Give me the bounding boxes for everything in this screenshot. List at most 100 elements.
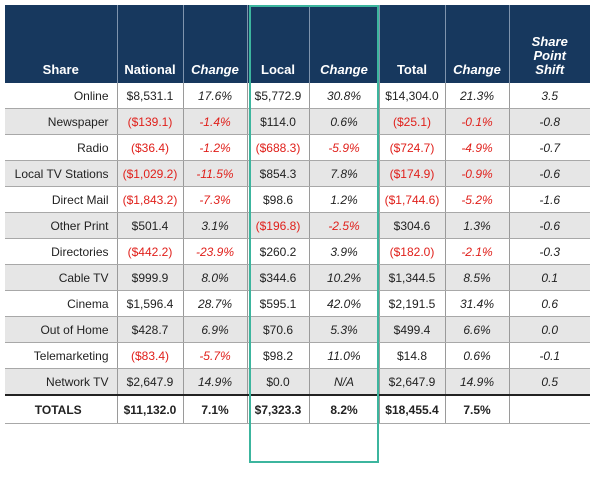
header-national: National xyxy=(117,5,184,83)
total-change: 1.3% xyxy=(445,212,510,239)
local-change: 10.2% xyxy=(309,264,380,291)
share-point-shift: 0.5 xyxy=(509,368,590,396)
table-body: Online $8,531.1 17.6% $5,772.9 30.8% $14,304.… xyxy=(5,83,590,424)
local-change: N/A xyxy=(309,368,380,396)
national-change: 6.9% xyxy=(183,316,248,343)
national-change: -7.3% xyxy=(183,186,248,213)
local-change: -2.5% xyxy=(309,212,380,239)
national-value: $428.7 xyxy=(117,316,184,343)
row-label: Other Print xyxy=(5,212,118,239)
total-value: ($25.1) xyxy=(379,108,446,135)
total-value: ($1,744.6) xyxy=(379,186,446,213)
share-point-shift: -0.7 xyxy=(509,134,590,161)
total-change: -5.2% xyxy=(445,186,510,213)
local-change: 30.8% xyxy=(309,83,380,109)
row-label: Newspaper xyxy=(5,108,118,135)
local-value: $98.6 xyxy=(247,186,310,213)
table-row: Cable TV $999.9 8.0% $344.6 10.2% $1,344.5 8.5… xyxy=(5,264,590,291)
national-change: 3.1% xyxy=(183,212,248,239)
national-change: -1.2% xyxy=(183,134,248,161)
total-change: -0.1% xyxy=(445,108,510,135)
table-row: Radio ($36.4) -1.2% ($688.3) -5.9% ($724.7) -4… xyxy=(5,134,590,161)
total-change: 8.5% xyxy=(445,264,510,291)
total-value: ($182.0) xyxy=(379,238,446,265)
row-label: Cable TV xyxy=(5,264,118,291)
totals-row: TOTALS $11,132.0 7.1% $7,323.3 8.2% $18,455.4… xyxy=(5,394,590,424)
row-label: Out of Home xyxy=(5,316,118,343)
local-value: $114.0 xyxy=(247,108,310,135)
national-value: ($1,029.2) xyxy=(117,160,184,187)
local-change: 0.6% xyxy=(309,108,380,135)
total-change: -4.9% xyxy=(445,134,510,161)
totals-total-value: $18,455.4 xyxy=(379,394,446,424)
total-value: $14.8 xyxy=(379,342,446,369)
total-value: $2,191.5 xyxy=(379,290,446,317)
local-change: 11.0% xyxy=(309,342,380,369)
national-change: -5.7% xyxy=(183,342,248,369)
local-value: $0.0 xyxy=(247,368,310,396)
national-value: ($442.2) xyxy=(117,238,184,265)
total-value: $499.4 xyxy=(379,316,446,343)
local-value: $854.3 xyxy=(247,160,310,187)
header-national-change: Change xyxy=(183,5,248,83)
header-share: Share xyxy=(5,5,118,83)
local-value: $595.1 xyxy=(247,290,310,317)
local-change: -5.9% xyxy=(309,134,380,161)
national-change: -23.9% xyxy=(183,238,248,265)
local-value: ($688.3) xyxy=(247,134,310,161)
totals-national-value: $11,132.0 xyxy=(117,394,184,424)
table-row: Direct Mail ($1,843.2) -7.3% $98.6 1.2% ($1,7… xyxy=(5,186,590,213)
share-point-shift: 0.6 xyxy=(509,290,590,317)
national-value: ($139.1) xyxy=(117,108,184,135)
row-label: Cinema xyxy=(5,290,118,317)
header-total-change: Change xyxy=(445,5,510,83)
national-change: 14.9% xyxy=(183,368,248,396)
totals-share-point-shift xyxy=(509,394,590,424)
header-total: Total xyxy=(379,5,446,83)
local-change: 42.0% xyxy=(309,290,380,317)
table-row: Telemarketing ($83.4) -5.7% $98.2 11.0% $14.8… xyxy=(5,342,590,369)
national-change: -1.4% xyxy=(183,108,248,135)
total-change: 21.3% xyxy=(445,83,510,109)
header-local-change: Change xyxy=(309,5,380,83)
total-value: ($724.7) xyxy=(379,134,446,161)
local-change: 1.2% xyxy=(309,186,380,213)
national-value: $2,647.9 xyxy=(117,368,184,396)
totals-local-value: $7,323.3 xyxy=(247,394,310,424)
table-row: Newspaper ($139.1) -1.4% $114.0 0.6% ($25.1) -… xyxy=(5,108,590,135)
share-point-shift: -0.1 xyxy=(509,342,590,369)
national-value: $1,596.4 xyxy=(117,290,184,317)
table-row: Out of Home $428.7 6.9% $70.6 5.3% $499.4 6.6%… xyxy=(5,316,590,343)
local-value: ($196.8) xyxy=(247,212,310,239)
national-change: 8.0% xyxy=(183,264,248,291)
local-change: 3.9% xyxy=(309,238,380,265)
header-shift-line-3: Shift xyxy=(535,62,565,77)
national-value: ($83.4) xyxy=(117,342,184,369)
share-point-shift: 0.0 xyxy=(509,316,590,343)
totals-total-change: 7.5% xyxy=(445,394,510,424)
total-change: -2.1% xyxy=(445,238,510,265)
national-change: -11.5% xyxy=(183,160,248,187)
totals-national-change: 7.1% xyxy=(183,394,248,424)
ad-spend-table: Share National Change Local Change Total… xyxy=(5,5,590,424)
table-row: Cinema $1,596.4 28.7% $595.1 42.0% $2,191.5 31… xyxy=(5,290,590,317)
share-point-shift: -0.3 xyxy=(509,238,590,265)
share-point-shift: -0.6 xyxy=(509,160,590,187)
total-change: 0.6% xyxy=(445,342,510,369)
header-shift-line-1: Share xyxy=(531,34,568,49)
totals-row-label: TOTALS xyxy=(5,394,118,424)
table-row: Local TV Stations ($1,029.2) -11.5% $854.3 7… xyxy=(5,160,590,187)
row-label: Network TV xyxy=(5,368,118,396)
header-share-point-shift: Share Point Shift xyxy=(509,5,590,83)
share-point-shift: -0.8 xyxy=(509,108,590,135)
totals-local-change: 8.2% xyxy=(309,394,380,424)
header-shift-line-2: Point xyxy=(533,48,567,63)
table-row: Directories ($442.2) -23.9% $260.2 3.9% ($182… xyxy=(5,238,590,265)
national-change: 28.7% xyxy=(183,290,248,317)
share-point-shift: 0.1 xyxy=(509,264,590,291)
local-value: $98.2 xyxy=(247,342,310,369)
local-change: 7.8% xyxy=(309,160,380,187)
local-value: $260.2 xyxy=(247,238,310,265)
row-label: Local TV Stations xyxy=(5,160,118,187)
total-value: ($174.9) xyxy=(379,160,446,187)
